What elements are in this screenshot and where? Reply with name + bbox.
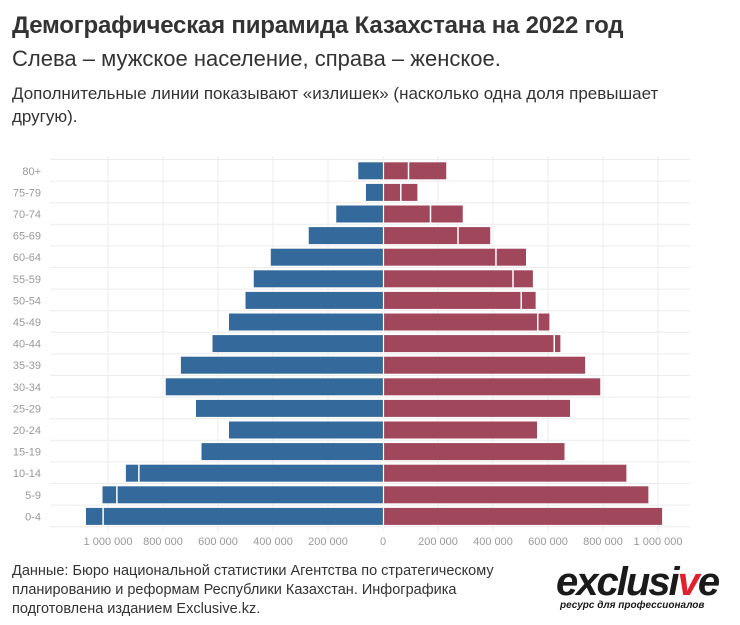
- male-bar: [336, 205, 383, 223]
- x-tick-label: 200 000: [418, 536, 458, 545]
- male-bar: [103, 507, 383, 525]
- x-tick-label: 600 000: [528, 536, 568, 545]
- data-source-footer: Данные: Бюро национальной статистики Аге…: [12, 563, 494, 617]
- male-bar: [229, 313, 383, 331]
- x-tick-label: 400 000: [253, 536, 293, 545]
- female-bar: [383, 486, 649, 504]
- age-group-label: 35-39: [13, 360, 41, 372]
- female-bar: [383, 443, 565, 461]
- age-group-label: 60-64: [13, 252, 41, 264]
- male-bar: [196, 399, 383, 417]
- male-bar: [365, 183, 383, 201]
- x-tick-label: 400 000: [473, 536, 513, 545]
- x-tick-label: 800 000: [583, 536, 623, 545]
- bars-layer: [86, 160, 663, 528]
- female-excess-bar: [409, 162, 447, 180]
- female-excess-bar: [431, 205, 463, 223]
- exclusive-logo: exclusive ресурс для профессионалов: [556, 560, 731, 620]
- female-bar: [383, 464, 627, 482]
- logo-tagline: ресурс для профессионалов: [560, 600, 705, 611]
- male-bar: [212, 335, 383, 353]
- age-group-label: 20-24: [13, 425, 41, 437]
- female-bar: [383, 356, 586, 374]
- labels-layer: 80+ 75-79 70-74 65-69 60-64 55-59 50-54 45-49 40…: [13, 166, 683, 545]
- male-bar: [165, 378, 383, 396]
- female-bar: [383, 270, 513, 288]
- x-tick-label: 0: [380, 536, 386, 545]
- age-group-label: 40-44: [13, 339, 41, 351]
- x-tick-label: 1 000 000: [84, 536, 133, 545]
- male-bar: [117, 486, 383, 504]
- female-excess-bar: [538, 313, 550, 331]
- female-excess-bar: [522, 291, 536, 309]
- female-bar: [383, 183, 401, 201]
- female-excess-bar: [496, 248, 526, 266]
- x-tick-label: 600 000: [198, 536, 238, 545]
- female-excess-bar: [401, 183, 418, 201]
- female-bar: [383, 291, 521, 309]
- female-bar: [383, 399, 570, 417]
- male-bar: [229, 421, 383, 439]
- male-excess-bar: [125, 464, 139, 482]
- age-group-label: 75-79: [13, 187, 41, 199]
- male-bar: [358, 162, 383, 180]
- age-group-label: 45-49: [13, 317, 41, 329]
- chart-title: Демографическая пирамида Казахстана на 2…: [12, 12, 624, 39]
- age-group-label: 65-69: [13, 231, 41, 243]
- population-pyramid-chart: 80+ 75-79 70-74 65-69 60-64 55-59 50-54 45-49 40…: [13, 156, 690, 545]
- age-group-label: 55-59: [13, 274, 41, 286]
- female-bar: [383, 421, 537, 439]
- age-group-label: 10-14: [13, 468, 41, 480]
- logo-wordmark: exclusive: [556, 560, 720, 604]
- female-bar: [383, 227, 458, 245]
- x-tick-label: 1 000 000: [634, 536, 683, 545]
- female-bar: [383, 205, 430, 223]
- female-bar: [383, 507, 663, 525]
- male-excess-bar: [86, 507, 103, 525]
- age-group-label: 0-4: [25, 511, 41, 523]
- male-bar: [270, 248, 383, 266]
- female-bar: [383, 248, 496, 266]
- age-group-label: 80+: [22, 166, 41, 178]
- age-group-label: 5-9: [25, 490, 41, 502]
- female-bar: [383, 378, 601, 396]
- female-bar: [383, 335, 554, 353]
- female-excess-bar: [513, 270, 533, 288]
- age-group-label: 30-34: [13, 382, 41, 394]
- x-tick-label: 200 000: [308, 536, 348, 545]
- male-bar: [245, 291, 383, 309]
- female-bar: [383, 162, 408, 180]
- chart-subtitle: Слева – мужское население, справа – женс…: [12, 46, 501, 71]
- female-excess-bar: [555, 335, 561, 353]
- chart-note: Дополнительные линии показывают «излишек…: [12, 84, 659, 126]
- age-group-label: 25-29: [13, 403, 41, 415]
- age-group-label: 70-74: [13, 209, 41, 221]
- male-bar: [308, 227, 383, 245]
- female-excess-bar: [458, 227, 491, 245]
- male-bar: [180, 356, 383, 374]
- age-group-label: 15-19: [13, 447, 41, 459]
- female-bar: [383, 313, 537, 331]
- male-bar: [253, 270, 383, 288]
- x-tick-label: 800 000: [143, 536, 183, 545]
- male-bar: [139, 464, 383, 482]
- age-group-label: 50-54: [13, 295, 41, 307]
- male-bar: [201, 443, 383, 461]
- male-excess-bar: [102, 486, 117, 504]
